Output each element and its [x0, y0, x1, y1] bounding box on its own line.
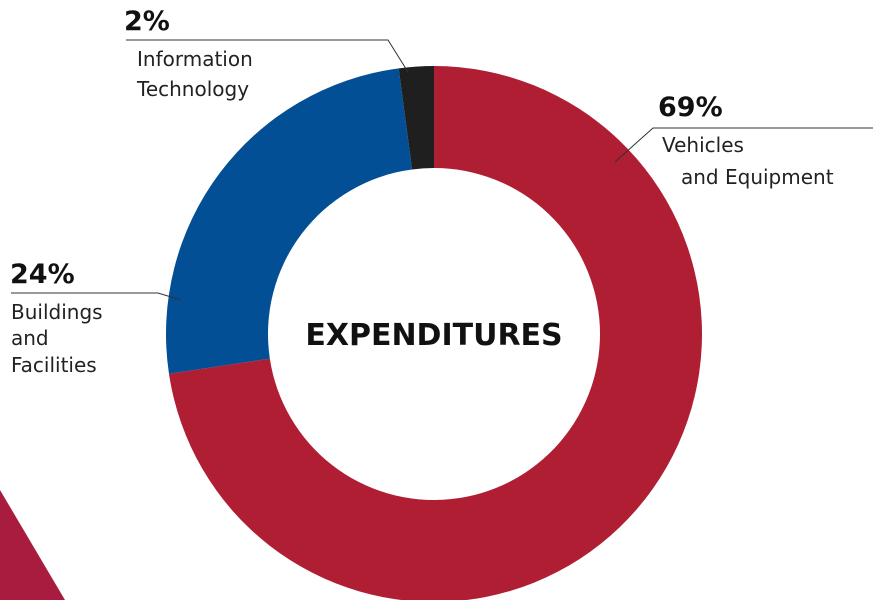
label-text-it-line1: Information — [137, 47, 253, 71]
leader-line-it — [126, 39, 409, 73]
center-title: EXPENDITURES — [305, 318, 562, 353]
label-text-buildings-line3: Facilities — [11, 353, 97, 377]
slice-buildings-and-facilities — [166, 68, 413, 374]
label-percent-it: 2% — [124, 6, 170, 37]
label-text-buildings-line1: Buildings — [11, 300, 103, 324]
decorative-corner-triangle — [0, 490, 65, 600]
label-percent-buildings: 24% — [10, 259, 75, 290]
slice-vehicles-and-equipment — [168, 66, 702, 600]
label-text-buildings-line2: and — [11, 326, 49, 350]
label-percent-vehicles: 69% — [658, 92, 723, 123]
label-text-it-line2: Technology — [136, 77, 249, 101]
label-text-vehicles-line1: Vehicles — [662, 133, 744, 157]
label-text-vehicles-line2: and Equipment — [681, 165, 834, 189]
leader-line-buildings — [11, 292, 182, 301]
slice-information-technology — [398, 66, 434, 170]
leader-line-vehicles — [614, 127, 873, 163]
